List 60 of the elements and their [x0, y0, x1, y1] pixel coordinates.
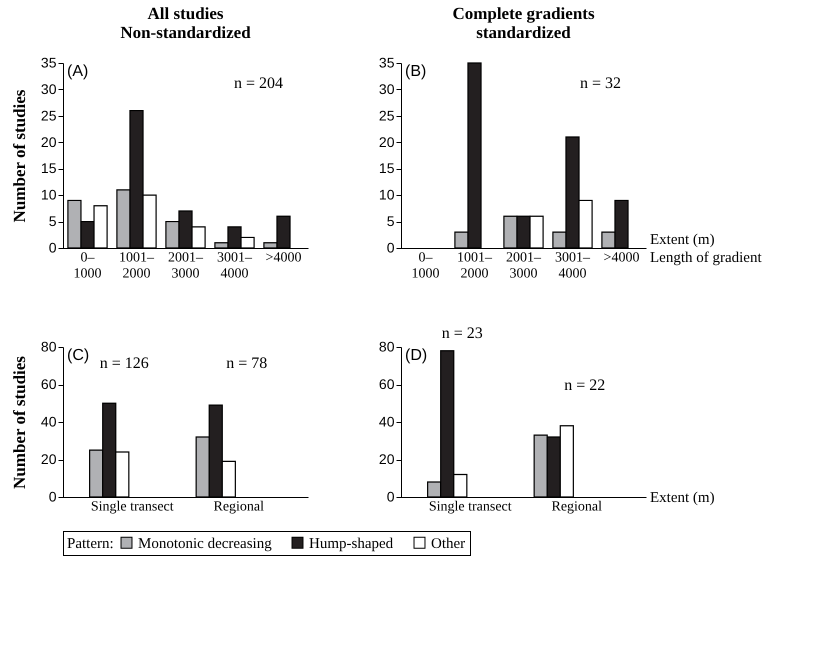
y-tick-label: 20 [378, 451, 395, 467]
y-tick-label: 80 [40, 338, 57, 354]
legend-title: Pattern: [67, 536, 114, 552]
y-tick-label: 25 [378, 107, 395, 124]
y-tick-label: 35 [378, 54, 395, 70]
legend-label: Other [431, 536, 466, 552]
chart-title: Complete gradients standardized [452, 4, 595, 42]
y-tick-label: 40 [378, 414, 395, 430]
y-tick-label: 5 [48, 213, 57, 230]
y-tick-label: 0 [386, 488, 395, 504]
legend-label: Monotonic decreasing [138, 536, 272, 552]
y-tick-label: 20 [378, 134, 395, 150]
legend-label: Hump-shaped [309, 536, 394, 552]
chart-title: All studies Non-standardized [120, 4, 252, 42]
x-tick-label: 3001– 4000 [555, 250, 591, 282]
y-tick-label: 20 [40, 451, 57, 467]
annotation: (C) [67, 347, 90, 364]
x-tick-label: 1001– 2000 [457, 250, 493, 282]
y-tick-label: 5 [386, 213, 395, 230]
x-tick-label: 1001– 2000 [119, 250, 155, 282]
x-axis-title: Extent (m) [650, 490, 715, 506]
y-tick-label: 40 [40, 414, 57, 430]
annotation: (D) [405, 347, 428, 364]
x-tick-label: Single transect [428, 500, 512, 514]
y-tick-label: 0 [48, 488, 57, 504]
annotation: n = 32 [580, 75, 621, 92]
y-tick-label: 30 [40, 80, 57, 97]
y-tick-label: 60 [40, 376, 57, 392]
y-tick-label: 15 [40, 160, 57, 176]
y-tick-label: 20 [40, 134, 57, 150]
y-tick-label: 80 [378, 338, 395, 354]
y-tick-label: 35 [40, 54, 57, 70]
y-tick-label: 25 [40, 107, 57, 124]
y-tick-label: 15 [378, 160, 395, 176]
annotation: (A) [67, 63, 88, 80]
y-tick-label: 10 [378, 186, 395, 203]
x-tick-label: Single transect [90, 500, 174, 514]
x-tick-label: Regional [213, 500, 264, 514]
x-tick-label: 0– 1000 [412, 250, 440, 282]
annotation: n = 204 [234, 75, 283, 92]
x-tick-label: Regional [551, 500, 602, 514]
annotation: n = 22 [564, 377, 606, 394]
x-tick-label: 3001– 4000 [217, 250, 253, 282]
annotation: (B) [405, 63, 426, 80]
x-tick-label: >4000 [266, 250, 302, 266]
x-tick-label: 2001– 3000 [168, 250, 204, 282]
annotation: n = 126 [100, 355, 149, 372]
text: n = 23 [442, 325, 483, 342]
x-axis-title: Extent (m) Length of gradient [650, 232, 762, 266]
annotation: n = 78 [226, 355, 268, 372]
x-tick-label: 0– 1000 [74, 250, 102, 282]
y-tick-label: 0 [386, 240, 395, 256]
y-tick-label: 10 [40, 186, 57, 203]
y-tick-label: 0 [48, 240, 57, 256]
y-axis-title: Number of studies [10, 89, 29, 222]
y-tick-label: 60 [378, 376, 395, 392]
y-tick-label: 30 [378, 80, 395, 97]
y-axis-title: Number of studies [10, 356, 29, 489]
x-tick-label: 2001– 3000 [506, 250, 542, 282]
x-tick-label: >4000 [604, 250, 640, 266]
